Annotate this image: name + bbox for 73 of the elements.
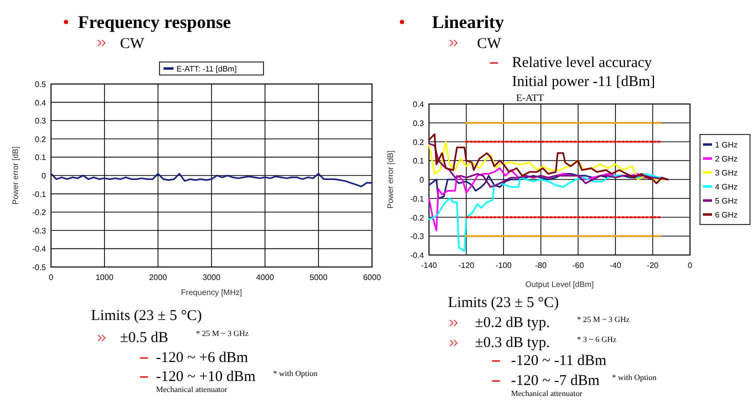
y-tick-label: -0.2 [410, 213, 425, 222]
x-axis-title: Frequency [MHz] [181, 288, 242, 297]
x-tick-label: -120 [458, 261, 475, 270]
text: Limits (23 ± 5 °C) [91, 308, 202, 324]
y-tick-label: 0 [420, 176, 425, 184]
x-tick-label: -40 [610, 261, 622, 270]
chart-title: Frequency response [78, 12, 231, 32]
line-series [428, 142, 668, 188]
text: * with Option [612, 373, 656, 382]
x-tick-label: 3000 [202, 273, 221, 282]
text: Relative level accuracy [512, 55, 652, 71]
text: * with Option [273, 369, 318, 378]
y-tick-label: 0.3 [412, 118, 425, 128]
y-tick-label: -0.1 [32, 190, 47, 199]
line-series [428, 140, 668, 180]
line-series [428, 133, 668, 184]
y-tick-label: 0.2 [34, 134, 47, 144]
legend-label: E-ATT: -11 [dBm] [176, 64, 237, 74]
text: ±0.3 dB typ. [475, 335, 550, 351]
text: ±0.2 dB typ. [475, 315, 550, 331]
y-tick-label: -0.4 [410, 251, 425, 260]
y-axis-title: Power error [dB] [11, 146, 20, 205]
text: -120 ~ -11 dBm [511, 353, 607, 369]
text: Limits (23 ± 5 °C) [448, 295, 559, 311]
y-tick-label: 0.5 [34, 80, 47, 89]
chart-title: Linearity [432, 12, 504, 32]
text: -120 ~ -7 dBm [511, 373, 600, 389]
y-tick-label: -0.3 [32, 226, 47, 236]
text: Mechanical attenuator [156, 385, 228, 394]
y-tick-label: -0.5 [32, 263, 47, 272]
text: -120 ~ +10 dBm [156, 369, 256, 385]
legend-label: 4 GHz [715, 182, 738, 192]
y-tick-label: 0.1 [412, 156, 425, 166]
y-tick-label: 0.3 [34, 116, 47, 126]
x-tick-label: -80 [535, 261, 548, 270]
x-tick-label: 5000 [310, 273, 328, 282]
y-tick-label: -0.2 [32, 208, 47, 218]
y-tick-label: -0.4 [32, 244, 47, 254]
x-tick-label: -100 [496, 261, 512, 270]
x-tick-label: 0 [48, 273, 54, 282]
y-tick-label: 0.2 [412, 138, 425, 147]
x-tick-label: -140 [420, 261, 438, 270]
text: -120 ~ +6 dBm [156, 350, 248, 366]
text: ±0.5 dB [120, 330, 168, 346]
chart-subtitle: CW [120, 36, 146, 52]
x-tick-label: 2000 [149, 273, 168, 282]
y-tick-label: 0.4 [34, 98, 47, 108]
x-axis-title: Output Level [dBm] [525, 280, 594, 289]
x-tick-label: 0 [688, 261, 693, 270]
legend-label: 3 GHz [715, 168, 738, 178]
y-tick-label: 0.4 [412, 100, 425, 109]
legend-label: 5 GHz [715, 196, 738, 206]
x-tick-label: -60 [572, 261, 584, 270]
legend-label: 6 GHz [715, 210, 738, 220]
text: * 3 ~ 6 GHz [577, 335, 617, 344]
x-tick-label: 4000 [256, 273, 274, 282]
legend-label: 1 GHz [715, 140, 738, 150]
y-tick-label: 0.1 [34, 153, 47, 162]
y-tick-label: 0 [42, 172, 47, 180]
y-tick-label: -0.3 [410, 232, 425, 242]
text: * 25 M ~ 3 GHz [577, 315, 630, 324]
x-tick-label: 6000 [363, 273, 382, 282]
legend-label: 2 GHz [715, 154, 738, 164]
x-tick-label: -20 [646, 261, 660, 270]
x-tick-label: 1000 [96, 273, 114, 282]
line-series [50, 172, 373, 188]
text: Initial power -11 [dBm] [512, 74, 656, 90]
chart-subtitle: CW [477, 36, 502, 52]
y-axis-title: Power error [dB] [386, 150, 395, 209]
text: Mechanical attenuator [511, 389, 583, 398]
text: * 25 M ~ 3 GHz [196, 329, 249, 338]
text: E-ATT [516, 93, 544, 104]
y-tick-label: -0.1 [410, 194, 425, 204]
